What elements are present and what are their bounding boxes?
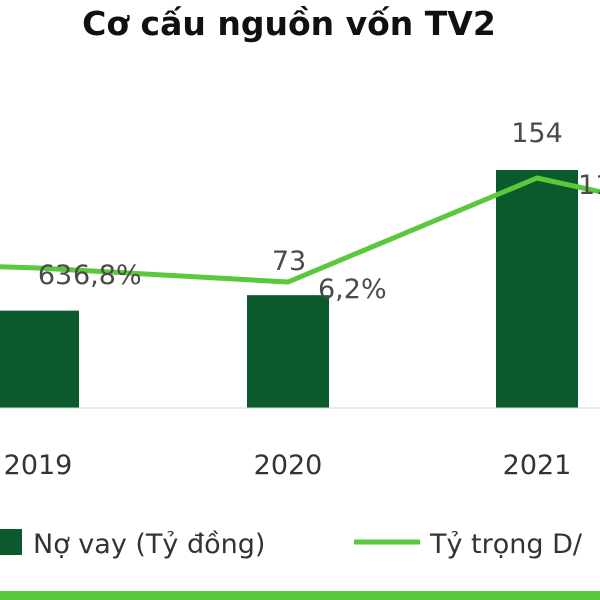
line-series-ty-trong — [0, 175, 600, 285]
bar-value-label-2021: 154 — [511, 118, 563, 149]
bar-value-label-2020: 73 — [272, 246, 306, 277]
chart-title: Cơ cấu nguồn vốn TV2 — [82, 4, 496, 43]
bar-value-label-2019: 63 — [38, 260, 72, 291]
line-value-label-2019: 6,8% — [73, 260, 142, 291]
bar-2020 — [247, 295, 329, 408]
legend-label-no-vay: Nợ vay (Tỷ đồng) — [33, 529, 265, 560]
x-tick-label-2020: 2020 — [254, 450, 323, 481]
x-tick-label-2021: 2021 — [503, 450, 572, 481]
bottom-border — [0, 591, 600, 600]
bar-2021 — [496, 170, 578, 408]
legend-label-ty-trong: Tỷ trọng D/ — [429, 529, 583, 560]
x-tick-label-2019: 2019 — [4, 450, 73, 481]
bar-2019 — [0, 310, 79, 408]
legend-swatch-no-vay — [0, 529, 22, 555]
line-value-label-2021: 11 — [578, 170, 600, 201]
line-value-label-2020: 6,2% — [318, 274, 387, 305]
